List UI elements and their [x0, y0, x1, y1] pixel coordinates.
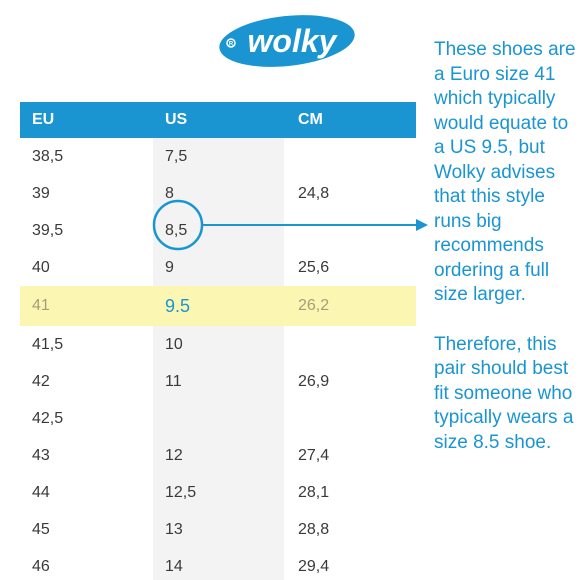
header-eu: EU — [32, 111, 55, 128]
logo-wordmark: wolky — [248, 23, 339, 59]
cell-us: 13 — [165, 521, 183, 538]
cell-us: 9 — [165, 259, 174, 276]
cell-eu: 41 — [32, 297, 50, 314]
cell-eu: 40 — [32, 259, 50, 276]
cell-us: 7,5 — [165, 148, 188, 165]
cell-cm: 29,4 — [298, 558, 330, 575]
svg-text:R: R — [229, 42, 234, 48]
cell-cm: 26,9 — [298, 373, 330, 390]
cell-eu: 39,5 — [32, 222, 64, 239]
table-row: 44 12,5 28,1 — [20, 474, 416, 511]
table-header: EU US CM — [20, 102, 416, 138]
cell-us: 12,5 — [165, 484, 197, 501]
table-row: 46 14 29,4 — [20, 548, 416, 580]
cell-cm: 26,2 — [298, 297, 330, 314]
cell-eu: 41,5 — [32, 336, 64, 353]
cell-cm: 28,8 — [298, 521, 330, 538]
note-paragraph-2: Therefore, this pair should best fit som… — [434, 333, 574, 453]
table-row: 42,5 — [20, 400, 416, 437]
table-row: 42 11 26,9 — [20, 363, 416, 400]
cell-eu: 38,5 — [32, 148, 64, 165]
size-chart-table: EU US CM 38,5 7,5 39 8 24,8 39,5 8,5 40 … — [20, 102, 416, 580]
cell-eu: 43 — [32, 447, 50, 464]
table-row: 43 12 27,4 — [20, 437, 416, 474]
note-paragraph-1: These shoes are a Euro size 41 which typ… — [434, 39, 576, 305]
cell-eu: 44 — [32, 484, 50, 501]
table-body: 38,5 7,5 39 8 24,8 39,5 8,5 40 9 25,6 41… — [20, 138, 416, 580]
cell-us: 11 — [165, 373, 182, 390]
table-row: 39,5 8,5 — [20, 212, 416, 249]
table-row: 45 13 28,8 — [20, 511, 416, 548]
table-row: 40 9 25,6 — [20, 249, 416, 286]
cell-eu: 46 — [32, 558, 50, 575]
cell-eu: 42,5 — [32, 410, 64, 427]
table-row: 39 8 24,8 — [20, 175, 416, 212]
cell-us: 12 — [165, 447, 183, 464]
wolky-logo: R wolky — [216, 10, 358, 72]
cell-us: 8 — [165, 185, 174, 202]
cell-cm: 25,6 — [298, 259, 330, 276]
cell-us: 10 — [165, 336, 183, 353]
table-row-highlighted: 41 9.5 26,2 — [20, 286, 416, 326]
sizing-note: These shoes are a Euro size 41 which typ… — [434, 38, 576, 455]
cell-us-circled: 8,5 — [165, 222, 188, 239]
arrow-head-icon — [416, 219, 428, 231]
cell-eu: 42 — [32, 373, 50, 390]
cell-cm: 27,4 — [298, 447, 330, 464]
cell-eu: 45 — [32, 521, 50, 538]
cell-eu: 39 — [32, 185, 50, 202]
header-us: US — [165, 111, 188, 128]
table-row: 38,5 7,5 — [20, 138, 416, 175]
header-cm: CM — [298, 111, 323, 128]
cell-cm: 28,1 — [298, 484, 330, 501]
cell-us: 9.5 — [165, 296, 191, 316]
table-row: 41,5 10 — [20, 326, 416, 363]
cell-us: 14 — [165, 558, 183, 575]
cell-cm: 24,8 — [298, 185, 330, 202]
